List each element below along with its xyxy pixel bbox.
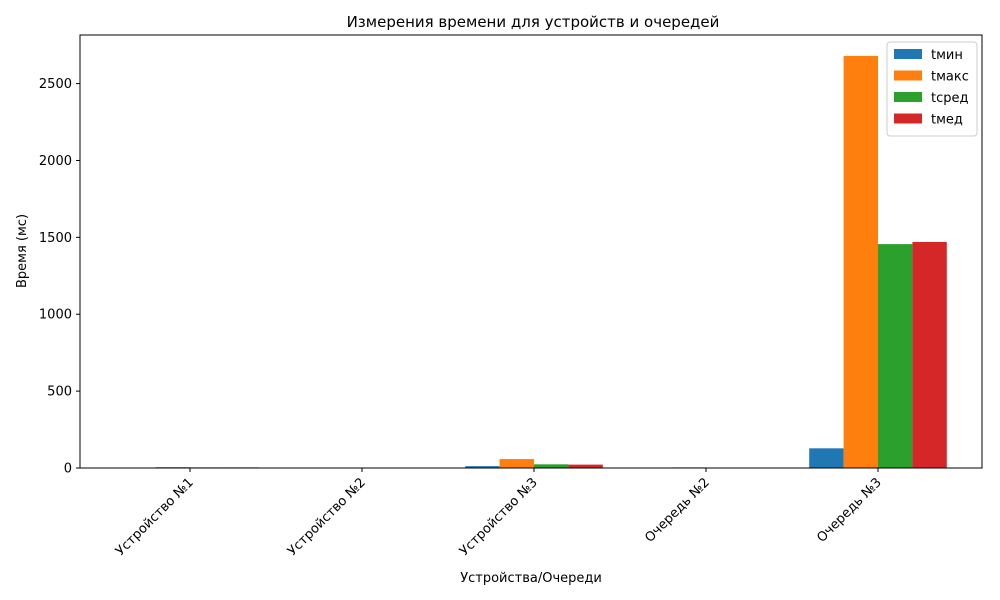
x-axis-ticks: Устройство №1 Устройство №2 Устройство №3 О… [113,468,885,559]
x-tick-label: Устройство №1 [113,475,197,559]
legend: tмин tмакс tсред tмед [886,41,978,137]
legend-label: tсред [931,91,968,106]
y-axis-ticks: 0 500 1000 1500 2000 2500 [39,77,80,477]
legend-swatch [894,113,922,124]
bar-series-3-category-5 [878,244,913,468]
bar-series-2-category-5 [843,55,878,468]
x-axis-label: Устройства/Очереди [460,571,602,586]
legend-swatch [894,70,922,81]
bar-series-4-category-5 [912,241,947,468]
x-tick-label: Очередь №3 [814,475,885,546]
bars-layer [121,55,947,468]
legend-label: tмин [931,48,963,63]
bar-series-1-category-5 [809,448,844,468]
y-tick-label: 2000 [39,154,72,169]
legend-label: tмед [931,113,963,128]
legend-label: tмакс [931,70,969,85]
chart-title: Измерения времени для устройств и очеред… [347,13,720,31]
y-tick-label: 1000 [39,308,72,323]
bar-series-1-category-3 [465,466,500,468]
y-axis-label: Время (мс) [15,214,30,288]
bar-series-2-category-3 [499,459,534,468]
bar-series-4-category-3 [568,464,603,468]
plot-frame [79,34,983,469]
legend-swatch [894,92,922,102]
y-tick-label: 1500 [39,231,72,246]
y-tick-label: 2500 [39,77,72,92]
x-tick-label: Очередь №2 [642,475,713,546]
y-tick-label: 0 [64,462,72,477]
x-tick-label: Устройство №2 [285,475,369,559]
legend-box [886,41,978,137]
x-tick-label: Устройство №3 [457,475,541,559]
bar-series-3-category-3 [534,464,569,468]
legend-swatch [894,49,922,59]
y-tick-label: 500 [47,385,72,400]
